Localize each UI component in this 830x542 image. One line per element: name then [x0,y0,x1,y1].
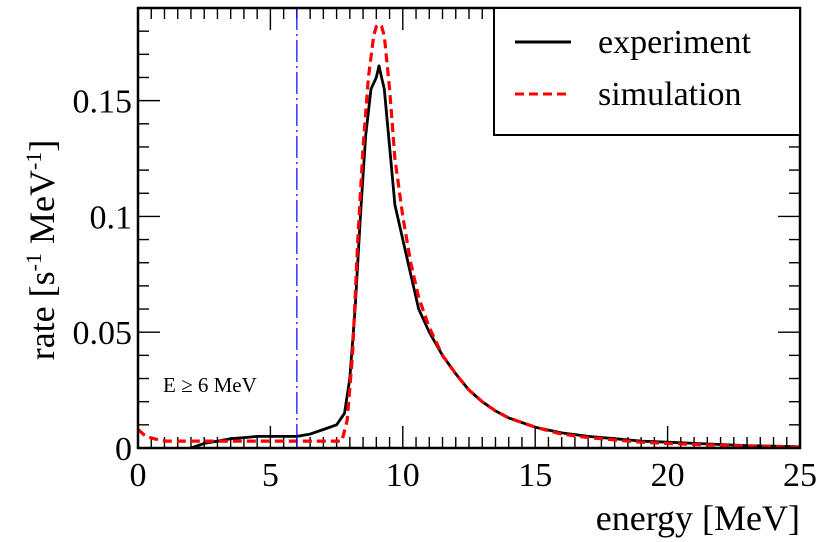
plot-frame [136,6,802,450]
y-axis-title-sup: -1 [21,152,46,170]
series-layer [136,22,801,450]
y-axis-title: rate [s-1 MeV-1] [21,140,62,361]
y-axis-title-part: rate [s [22,271,62,360]
y-tick-label: 0.1 [90,199,133,236]
x-tick-label: 0 [130,457,147,494]
y-tick-labels: 0 0.05 0.1 0.15 [73,84,133,468]
threshold-label: E ≥ 6 MeV [163,373,257,397]
y-tick-label: 0 [115,431,132,468]
y-axis-title-sup: -1 [21,253,46,271]
x-axis-title: energy [MeV] [596,498,800,538]
series-simulation [136,22,801,449]
legend-box [493,7,801,136]
x-tick-label: 20 [651,457,685,494]
legend: experiment simulation [493,7,801,136]
y-axis-title-part: ] [22,140,62,152]
y-tick-label: 0.05 [73,315,133,352]
legend-label-experiment: experiment [598,24,751,61]
series-experiment [190,64,801,450]
x-tick-label: 25 [783,457,817,494]
legend-label-simulation: simulation [598,76,742,113]
y-axis-title-part: MeV [22,170,62,253]
x-tick-label: 10 [386,457,420,494]
x-tick-labels: 0 5 10 15 20 25 [130,457,818,494]
y-tick-label: 0.15 [73,84,133,121]
x-tick-label: 15 [518,457,552,494]
x-tick-label: 5 [262,457,279,494]
